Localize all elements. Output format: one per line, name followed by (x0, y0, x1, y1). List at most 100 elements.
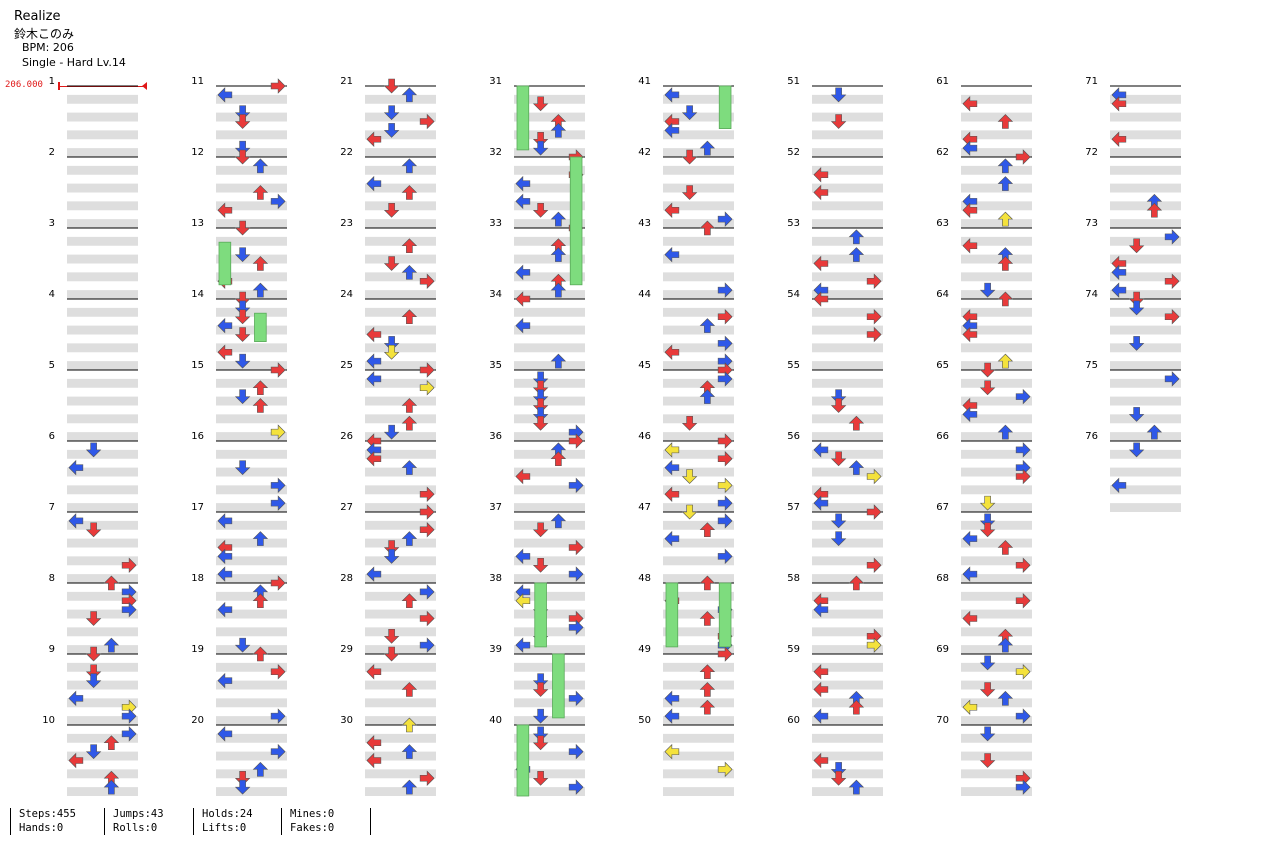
song-title: Realize (14, 9, 61, 24)
beat-band (1110, 503, 1181, 512)
hold-bar (534, 582, 547, 648)
step-arrow (568, 619, 584, 636)
step-arrow (401, 185, 418, 200)
beat-band (663, 254, 734, 264)
measure-number: 71 (1085, 76, 1098, 87)
beat-band (1110, 272, 1181, 282)
step-arrow (234, 309, 251, 325)
step-arrow (401, 717, 418, 733)
beat-band (514, 769, 585, 779)
step-arrow (383, 344, 400, 360)
step-arrow (979, 682, 996, 697)
step-arrow (1128, 291, 1145, 307)
beat-band (67, 467, 138, 477)
beat-band (514, 414, 585, 424)
step-arrow (997, 291, 1014, 307)
step-arrow (85, 522, 102, 538)
beat-band (812, 574, 883, 583)
beat-band (663, 236, 734, 246)
measure-number: 23 (340, 218, 353, 229)
step-arrow (532, 380, 549, 396)
step-arrow (532, 96, 549, 112)
step-arrow (532, 522, 549, 538)
measure-number: 75 (1085, 360, 1098, 371)
step-arrow (1164, 229, 1180, 245)
step-arrow (1111, 96, 1127, 112)
stats-divider (370, 808, 371, 835)
stat-jumps: Jumps:43 (113, 808, 164, 820)
step-arrow (234, 389, 251, 405)
step-arrow (401, 744, 418, 759)
beat-band (514, 236, 585, 246)
bpm-change-label: 206.000 (5, 80, 43, 90)
hold-bar (552, 653, 565, 719)
beat-band (1110, 485, 1181, 495)
step-arrow (866, 504, 882, 520)
beat-band (1110, 148, 1181, 157)
beat-band (67, 396, 138, 406)
step-arrow (270, 664, 286, 680)
measure-number: 34 (489, 289, 502, 300)
step-arrow (550, 122, 567, 138)
step-arrow (830, 451, 847, 467)
step-arrow (664, 459, 680, 476)
bpm-change-marker-end (142, 82, 147, 90)
measure-number: 39 (489, 644, 502, 655)
step-arrow (270, 362, 286, 378)
beat-band (812, 627, 883, 637)
beat-band (514, 520, 585, 530)
beat-band (514, 378, 585, 388)
beat-band (961, 503, 1032, 512)
beat-band (365, 520, 436, 530)
step-arrow (234, 770, 251, 786)
beat-band (216, 520, 287, 530)
beat-band (812, 503, 883, 512)
step-arrow (1128, 300, 1145, 316)
step-arrow (830, 770, 847, 786)
beat-band (67, 591, 138, 601)
beat-band (514, 94, 585, 104)
step-arrow (848, 229, 865, 245)
step-arrow (383, 628, 400, 644)
step-arrow (1111, 264, 1127, 281)
beat-band (1110, 183, 1181, 193)
beat-band (961, 556, 1032, 566)
step-arrow (1015, 442, 1031, 458)
measure-number: 61 (936, 76, 949, 87)
step-arrow (366, 353, 382, 369)
step-arrow (997, 114, 1014, 129)
measure-number: 45 (638, 360, 651, 371)
beat-band (1110, 325, 1181, 335)
step-arrow (85, 442, 102, 458)
step-arrow (383, 646, 400, 662)
step-arrow (830, 762, 847, 777)
beat-band (1110, 112, 1181, 122)
beat-band (1110, 361, 1181, 370)
beat-band (67, 787, 138, 796)
beat-band (216, 130, 287, 140)
beat-band (514, 449, 585, 459)
step-arrow (550, 451, 567, 467)
step-arrow (664, 690, 680, 707)
measure-number: 10 (42, 715, 55, 726)
step-arrow (997, 540, 1014, 555)
stat-lifts: Lifts:0 (202, 821, 247, 834)
measure-number: 48 (638, 573, 651, 584)
beat-band (365, 556, 436, 566)
step-arrow (664, 530, 680, 547)
beat-band (1110, 449, 1181, 459)
step-arrow (568, 539, 584, 556)
step-arrow (366, 131, 382, 147)
step-arrow (997, 690, 1014, 706)
beat-band (961, 716, 1032, 725)
beat-band (663, 343, 734, 353)
step-arrow (699, 318, 716, 333)
step-arrow (664, 202, 680, 218)
beat-band (961, 680, 1032, 690)
step-arrow (217, 513, 233, 529)
step-arrow (550, 282, 567, 298)
beat-band (216, 414, 287, 424)
beat-band (812, 769, 883, 779)
measure-number: 1 (49, 76, 55, 87)
step-arrow (962, 530, 978, 547)
